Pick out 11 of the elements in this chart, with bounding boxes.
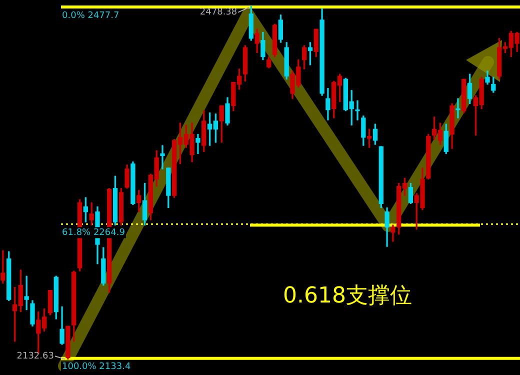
candlestick (456, 98, 460, 118)
ref-line-label: 61.8% 2264.9 (62, 228, 126, 238)
annotation: 2132.63 (16, 351, 54, 362)
candlestick (160, 145, 165, 170)
candlestick (355, 100, 360, 120)
ref-line-label: 100.0% 2133.4 (62, 362, 131, 372)
ref-line-label: 0.0% 2477.7 (62, 10, 120, 21)
annotation: 0.618支撑位 (283, 284, 412, 309)
candlestick (196, 134, 200, 154)
annotation: 2478.38 (200, 8, 238, 18)
candlestick (0, 250, 6, 284)
